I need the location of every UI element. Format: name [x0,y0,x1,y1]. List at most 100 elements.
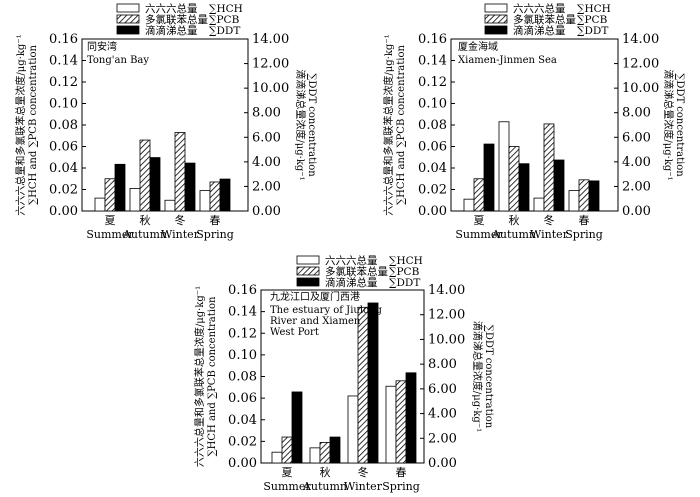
bar-hch-winter [533,197,545,212]
left-tick-label: 0.14 [418,54,447,69]
bar-ddt-summer [114,163,126,212]
bar-pcb-spring [209,181,221,212]
legend-label-sym: ∑PCB [389,266,420,278]
left-axis-label: 六六六总量和多氯联苯总量浓度/μg·kg⁻¹ [382,34,395,215]
left-tick-label: 0.00 [418,204,447,219]
right-tick-label: 14.00 [428,283,465,298]
legend-label-zh: 六六六总量 [145,2,198,15]
bar-ddt-summer [291,391,303,464]
left-tick-label: 0.04 [228,413,257,428]
left-tick-label: 0.12 [49,75,78,90]
left-tick-label: 0.10 [228,348,257,363]
left-tick-label: 0.06 [418,140,447,155]
left-axis-label: 六六六总量和多氯联苯总量浓度/μg·kg⁻¹ [14,34,27,215]
legend-label-sym: ∑HCH [209,3,243,15]
legend-swatch-ddt [296,277,320,287]
bar-pcb-autumn [139,139,151,212]
bar-hch-autumn [309,447,321,464]
legend-label-zh: 六六六总量 [513,2,566,15]
bar-hch-autumn [129,188,141,212]
right-tick-label: 14.00 [622,32,659,47]
left-tick-label: 0.08 [49,118,78,133]
bar-ddt-spring [219,178,231,212]
right-axis-label: 滴滴涕总量浓度/μg·kg⁻¹ [662,69,675,180]
legend-label-zh: 多氯联苯总量 [325,265,388,278]
bar-ddt-summer [483,143,495,212]
bar-hch-summer [94,197,106,212]
bar-hch-summer [271,451,283,464]
category-label-en: Summer [263,480,311,493]
bar-hch-winter [347,395,359,464]
left-tick-label: 0.14 [228,305,257,320]
chart-2: 0.00 0.02 0.04 0.06 0.08 0.10 0.12 0.14 0.16 0.00… [382,2,685,241]
category-label-en: Summer [86,228,134,241]
right-tick-label: 8.00 [428,357,457,372]
chart-title-en: River and Xiamen [270,316,361,327]
left-tick-label: 0.00 [228,456,257,471]
category-label-en: Spring [382,480,419,493]
left-axis-label: ∑HCH and ∑PCB concentration [396,44,407,204]
legend-swatch-hch [296,255,320,265]
legend-label-sym: ∑HCH [389,255,423,267]
legend-label-sym: ∑HCH [577,3,611,15]
bar-hch-winter [164,199,176,212]
right-tick-label: 8.00 [252,106,281,121]
right-axis-label: ∑DDT concentration [483,325,494,429]
left-tick-label: 0.12 [228,326,257,341]
left-tick-label: 0.04 [49,161,78,176]
left-tick-label: 0.02 [49,183,78,198]
category-label-zh: 春 [210,214,221,227]
bar-ddt-winter [553,159,565,212]
right-tick-label: 0.00 [252,204,281,219]
legend-label-sym: ∑DDT [577,25,608,37]
legend-swatch-ddt [116,25,140,35]
bar-pcb-winter [357,306,369,464]
right-tick-label: 6.00 [622,130,651,145]
category-label-en: Spring [196,228,233,241]
bar-ddt-winter [184,162,196,212]
category-label-zh: 春 [579,214,590,227]
category-label-en: Autumn [491,228,536,241]
left-axis-label: ∑HCH and ∑PCB concentration [28,44,39,204]
right-tick-label: 8.00 [622,106,651,121]
legend-label-zh: 滴滴涕总量 [325,276,378,289]
right-tick-label: 0.00 [428,456,457,471]
right-tick-label: 2.00 [252,179,281,194]
right-tick-label: 12.00 [252,57,289,72]
right-tick-label: 14.00 [252,32,289,47]
chart-title-zh: 同安湾 [87,40,117,53]
left-tick-label: 0.00 [49,204,78,219]
right-tick-label: 2.00 [622,179,651,194]
bar-ddt-winter [367,302,379,464]
right-axis-label: ∑DDT concentration [306,73,317,177]
right-tick-label: 10.00 [622,81,659,96]
right-axis-label: 滴滴涕总量浓度/μg·kg⁻¹ [294,69,307,180]
bar-pcb-autumn [319,442,331,464]
left-tick-label: 0.10 [418,97,447,112]
right-tick-label: 12.00 [622,57,659,72]
right-tick-label: 6.00 [252,130,281,145]
chart-title-en: The estuary of Jiulong [270,305,382,316]
category-label-zh: 冬 [544,213,555,227]
left-tick-label: 0.12 [418,75,447,90]
bar-hch-autumn [498,121,510,212]
left-tick-label: 0.04 [418,161,447,176]
chart-3: 0.00 0.02 0.04 0.06 0.08 0.10 0.12 0.14 0.16 0.00… [193,254,494,493]
chart-1: 0.00 0.02 0.04 0.06 0.08 0.10 0.12 0.14 0.16 0.00… [14,2,317,241]
chart-title-en: West Port [270,327,319,338]
chart-title-en: Tong'an Bay [87,55,149,66]
bar-pcb-spring [395,380,407,464]
bar-pcb-summer [473,178,485,212]
bar-ddt-autumn [329,436,341,464]
chart-title-zh: 九龙江口及厦门西港 [270,290,360,303]
category-label-en: Spring [565,228,602,241]
chart-title-en: Xiamen-Jinmen Sea [458,55,557,66]
bar-hch-spring [199,190,211,212]
left-tick-label: 0.08 [228,370,257,385]
category-label-zh: 秋 [140,213,151,227]
right-tick-label: 2.00 [428,431,457,446]
left-tick-label: 0.06 [49,140,78,155]
category-label-zh: 夏 [282,466,293,479]
left-tick-label: 0.08 [418,118,447,133]
